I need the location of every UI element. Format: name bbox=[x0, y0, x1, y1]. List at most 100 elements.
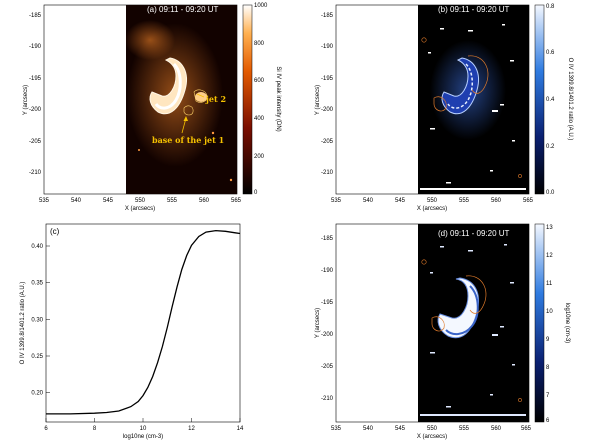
panel-a-cbar-label: Si IV peak intensity (DN) bbox=[275, 66, 281, 131]
panel-d-cbar-tick: 13 bbox=[546, 225, 553, 231]
panel-c-xtick: 6 bbox=[44, 426, 48, 432]
panel-b-xtick: 565 bbox=[523, 198, 534, 204]
panel-b-contour bbox=[467, 55, 489, 94]
panel-d-cbar-label: log10ne (cm-3) bbox=[564, 303, 570, 343]
panel-c-ylabel: O IV 1399.8/1401.2 ratio (A.U.) bbox=[20, 282, 26, 365]
panel-b-jet1 bbox=[441, 57, 479, 115]
panel-a-cbar-tick: 200 bbox=[254, 154, 265, 160]
panel-b-speckles bbox=[420, 24, 526, 190]
panel-b-contour bbox=[433, 96, 447, 112]
annotation-jet2: jet 2 bbox=[205, 94, 226, 104]
panel-b-jet1-core bbox=[447, 63, 473, 109]
panel-d-cbar-tick: 6 bbox=[546, 418, 550, 424]
panel-c-xtick: 10 bbox=[140, 426, 147, 432]
panel-c-ytick: 0.25 bbox=[31, 354, 43, 360]
panel-d-cbar-tick: 7 bbox=[546, 393, 550, 399]
panel-b-xtick: 540 bbox=[363, 198, 374, 204]
panel-d-cbar-tick: 8 bbox=[546, 365, 550, 371]
panel-a-yticks: -185 -190 -195 -200 -205 -210 bbox=[29, 13, 42, 176]
panel-b-cbar-tick: 0.4 bbox=[546, 97, 555, 103]
panel-c-ytick: 0.30 bbox=[31, 317, 43, 323]
panel-d-ytick: -185 bbox=[321, 236, 334, 242]
panel-c-xtick: 8 bbox=[93, 426, 97, 432]
panel-d-contour bbox=[465, 275, 487, 314]
panel-a-base-contour bbox=[183, 105, 194, 116]
panel-d-xtick: 560 bbox=[491, 426, 502, 432]
panel-d-ytick: -205 bbox=[321, 364, 334, 370]
panel-c-title: (c) bbox=[50, 227, 60, 236]
panel-a-jet2-contour bbox=[193, 89, 208, 103]
panel-a-ytick: -205 bbox=[29, 139, 42, 145]
panel-b: (b) 09:11 - 09:20 UT 0.8 0.6 0.4 0.2 0.0… bbox=[315, 4, 573, 212]
panel-b-ytick: -200 bbox=[321, 107, 334, 113]
panel-b-contour-dot bbox=[518, 174, 522, 178]
panel-b-yticks: -185 -190 -195 -200 -205 -210 bbox=[321, 13, 334, 176]
panel-d-ytick: -195 bbox=[321, 300, 334, 306]
panel-b-ytick: -195 bbox=[321, 76, 334, 82]
panel-a-cbar-tick: 1000 bbox=[254, 3, 268, 9]
panel-d: (d) 09:11 - 09:20 UT 13 12 11 10 9 8 7 6… bbox=[315, 223, 570, 440]
panel-c-ytick: 0.20 bbox=[31, 391, 43, 397]
panel-a-xtick: 535 bbox=[39, 198, 50, 204]
panel-a-cbar-tick: 0 bbox=[254, 190, 258, 196]
panel-a-speck bbox=[229, 178, 233, 182]
panel-d-title: (d) 09:11 - 09:20 UT bbox=[438, 229, 510, 238]
panel-d-yticks: -185 -190 -195 -200 -205 -210 bbox=[321, 236, 334, 402]
panel-a-colorbar bbox=[242, 4, 253, 195]
panel-a-cbar-tick: 400 bbox=[254, 116, 265, 122]
panel-d-speckles bbox=[420, 244, 526, 416]
panel-a-xtick: 565 bbox=[231, 198, 242, 204]
annotation-base: base of the jet 1 bbox=[152, 135, 224, 145]
panel-a-ytick: -210 bbox=[29, 170, 42, 176]
panel-b-xlabel: X (arcsecs) bbox=[417, 206, 447, 212]
panel-d-cbar-tick: 12 bbox=[546, 253, 553, 259]
panel-a-speck bbox=[211, 131, 215, 135]
panel-a: jet 2 base of the jet 1 (a) 09:11 - 09:2… bbox=[23, 3, 281, 212]
panel-d-xtick: 540 bbox=[363, 426, 374, 432]
panel-d-xticks: 535 540 545 550 555 560 565 bbox=[331, 426, 532, 432]
panel-a-ytick: -200 bbox=[29, 107, 42, 113]
annotation-base-arrowhead bbox=[183, 116, 188, 121]
panel-a-jet1-core bbox=[154, 62, 182, 110]
panel-b-ytick: -190 bbox=[321, 44, 334, 50]
panel-b-ytick: -185 bbox=[321, 13, 334, 19]
panel-d-jet1-edge bbox=[445, 285, 479, 336]
panel-c-xtick: 14 bbox=[237, 426, 244, 432]
panel-d-cbar-tick: 9 bbox=[546, 337, 550, 343]
panel-b-ylabel: Y (arcsecs) bbox=[315, 85, 321, 115]
panel-b-cbar-tick: 0.6 bbox=[546, 50, 555, 56]
panel-b-cbar-tick: 0.8 bbox=[546, 4, 555, 10]
panel-d-ylabel: Y (arcsecs) bbox=[315, 308, 321, 338]
panel-a-ylabel: Y (arcsecs) bbox=[23, 85, 29, 115]
panel-d-ytick: -210 bbox=[321, 396, 334, 402]
panel-b-cbar-tick: 0.2 bbox=[546, 144, 555, 150]
panel-c: (c) 6 8 10 12 14 0.20 0.25 0.30 0.35 0.40 log10ne… bbox=[20, 223, 244, 440]
panel-a-xtick: 550 bbox=[135, 198, 146, 204]
panel-a-xtick: 540 bbox=[71, 198, 82, 204]
panel-b-ytick: -210 bbox=[321, 170, 334, 176]
panel-d-cbar-tick: 11 bbox=[546, 281, 553, 287]
panel-c-ytick: 0.35 bbox=[31, 281, 43, 287]
panel-d-xtick: 535 bbox=[331, 426, 342, 432]
panel-b-xtick: 545 bbox=[395, 198, 406, 204]
panel-d-ytick: -190 bbox=[321, 268, 334, 274]
panel-b-xtick: 555 bbox=[459, 198, 470, 204]
panel-d-xtick: 565 bbox=[521, 426, 532, 432]
panel-b-cbar-label: O IV 1399.8/1401.2 ratio (A.U.) bbox=[567, 58, 573, 141]
panel-c-series-line bbox=[46, 229, 241, 415]
panel-a-xtick: 545 bbox=[103, 198, 114, 204]
panel-a-speck bbox=[138, 149, 140, 151]
panel-b-xtick: 535 bbox=[331, 198, 342, 204]
panel-a-ytick: -185 bbox=[29, 13, 42, 19]
panel-d-xtick: 555 bbox=[459, 426, 470, 432]
panel-c-ytick: 0.40 bbox=[31, 244, 43, 250]
panel-c-frame bbox=[45, 223, 241, 423]
panel-a-ytick: -195 bbox=[29, 76, 42, 82]
panel-b-colorbar bbox=[534, 4, 545, 195]
panel-a-title: (a) 09:11 - 09:20 UT bbox=[147, 5, 219, 14]
panel-a-xticks: 535 540 545 550 555 560 565 bbox=[39, 198, 242, 204]
panel-d-colorbar bbox=[534, 223, 545, 423]
panel-c-xtick: 12 bbox=[188, 426, 195, 432]
panel-b-ytick: -205 bbox=[321, 139, 334, 145]
